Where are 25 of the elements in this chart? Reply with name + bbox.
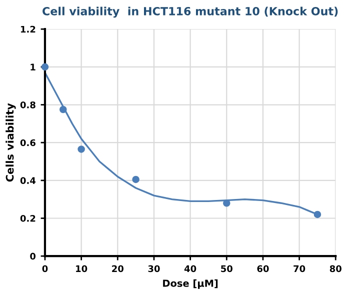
point xyxy=(314,210,322,218)
point xyxy=(78,146,85,153)
y-tick-label: 0.8 xyxy=(20,101,36,108)
x-tick-label: 30 xyxy=(148,265,160,272)
y-tick-label: 0 xyxy=(30,252,36,260)
x-tick-label: 50 xyxy=(221,265,232,272)
x-tick-label: 40 xyxy=(184,265,196,272)
x-tick-label: 0 xyxy=(42,265,48,272)
chart-title: Cell viability in HCT116 mutant 10 (Knock Out) xyxy=(42,6,338,18)
x-tick-label: 80 xyxy=(330,265,342,272)
x-tick-label: 20 xyxy=(112,265,124,272)
y-tick-label: 0.6 xyxy=(20,139,36,146)
y-tick-label: 1.2 xyxy=(20,26,36,33)
point xyxy=(60,106,67,114)
x-tick-label: 60 xyxy=(257,265,269,272)
x-axis-title: Dose [µM] xyxy=(163,279,218,289)
point xyxy=(222,199,230,207)
y-tick-label: 1 xyxy=(30,64,36,70)
point xyxy=(41,63,49,71)
y-tick-label: 0.4 xyxy=(20,177,36,184)
x-tick-label: 70 xyxy=(294,265,306,272)
y-tick-label: 0.2 xyxy=(20,214,36,222)
x-tick-label: 10 xyxy=(76,265,88,272)
y-axis-title: Cells viability xyxy=(6,103,16,182)
point xyxy=(132,176,140,184)
